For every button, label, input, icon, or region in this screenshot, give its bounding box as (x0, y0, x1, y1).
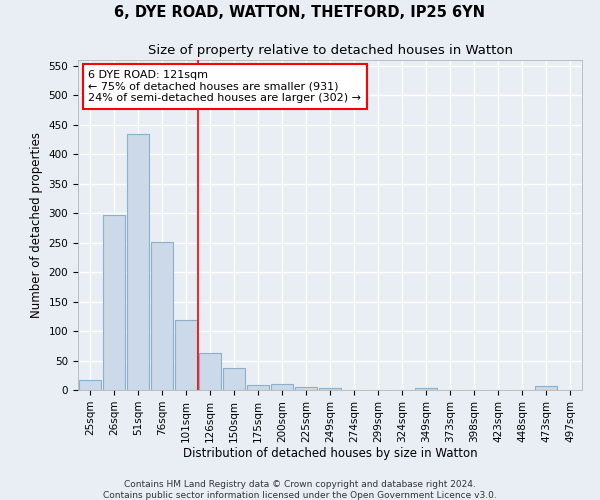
Y-axis label: Number of detached properties: Number of detached properties (30, 132, 43, 318)
Bar (295, 387, 317, 390)
Bar (319, 388, 341, 390)
Title: Size of property relative to detached houses in Watton: Size of property relative to detached ho… (148, 44, 512, 58)
Bar (271, 384, 293, 390)
Bar (535, 386, 557, 390)
Bar (223, 368, 245, 390)
Bar (127, 134, 149, 390)
X-axis label: Distribution of detached houses by size in Watton: Distribution of detached houses by size … (182, 448, 478, 460)
Bar (103, 215, 125, 390)
Bar (247, 384, 269, 390)
Bar (151, 242, 173, 390)
Bar (175, 320, 197, 390)
Text: Contains HM Land Registry data © Crown copyright and database right 2024.
Contai: Contains HM Land Registry data © Crown c… (103, 480, 497, 500)
Text: 6 DYE ROAD: 121sqm
← 75% of detached houses are smaller (931)
24% of semi-detach: 6 DYE ROAD: 121sqm ← 75% of detached hou… (88, 70, 361, 103)
Text: 6, DYE ROAD, WATTON, THETFORD, IP25 6YN: 6, DYE ROAD, WATTON, THETFORD, IP25 6YN (115, 5, 485, 20)
Bar (415, 388, 437, 390)
Bar (199, 353, 221, 390)
Bar (79, 380, 101, 390)
